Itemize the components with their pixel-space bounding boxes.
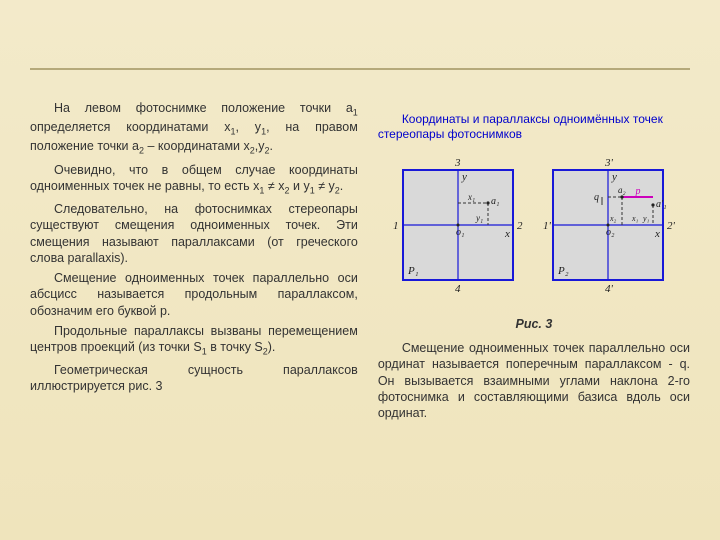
para-5: Продольные параллаксы вызваны перемещени… [30,323,358,358]
svg-text:y₁: y₁ [642,214,650,223]
svg-text:x: x [654,228,660,240]
t: и y [290,179,310,193]
svg-text:x₁: x₁ [631,214,639,223]
svg-text:3: 3 [454,157,461,169]
svg-text:4: 4 [455,283,461,295]
divider [30,68,690,70]
figure-subtitle: Координаты и параллаксы одноимённых точе… [378,112,690,142]
para-1: На левом фотоснимке положение точки a1 о… [30,100,358,158]
para-2: Очевидно, что в общем случае координаты … [30,162,358,197]
para-4: Смещение одноименных точек параллельно о… [30,270,358,319]
t: . [340,179,343,193]
svg-text:o₁: o₁ [456,227,464,238]
right-para-1: Смещение одноименных точек параллельно о… [378,340,690,421]
svg-text:1': 1' [543,220,552,232]
svg-text:x₂: x₂ [609,214,617,223]
t: Продольные параллаксы вызваны перемещени… [30,324,358,354]
left-column: На левом фотоснимке положение точки a1 о… [30,100,358,520]
svg-text:x₁: x₁ [467,192,475,202]
svg-text:y: y [461,171,467,183]
svg-text:P₂: P₂ [557,265,569,277]
content-area: На левом фотоснимке положение точки a 1 о… [30,100,690,520]
svg-text:a₁: a₁ [491,196,499,207]
svg-text:y: y [611,171,617,183]
para-6: Геометрическая сущность параллаксов иллю… [30,362,358,395]
svg-text:o₂: o₂ [606,227,615,238]
svg-text:2: 2 [517,220,523,232]
svg-text:x: x [504,228,510,240]
t: в точку S [207,340,263,354]
svg-text:4': 4' [605,283,614,295]
t: – координатами x [144,139,250,153]
svg-text:q: q [594,192,599,203]
svg-text:1: 1 [393,220,399,232]
para-3: Следовательно, на фотоснимках стереопары… [30,201,358,266]
right-column: Координаты и параллаксы одноимённых точе… [378,100,690,520]
svg-text:3': 3' [604,157,614,169]
svg-text:a'₁: a'₁ [656,199,667,210]
t: определяется координатами x [30,120,230,134]
t: На левом фотоснимке положение точки a [54,101,353,115]
svg-text:y₁: y₁ [475,213,483,223]
svg-text:P₁: P₁ [407,265,419,277]
figure-svg: o₁P₁1234xya₁x₁y₁o₂P₂1'2'3'4'xya₂a'₁x₂x₁y… [378,150,688,310]
figure-caption: Рис. 3 [378,316,690,332]
t: , y [235,120,261,134]
t: . [270,139,273,153]
t: ≠ x [264,179,284,193]
t: ). [268,340,276,354]
svg-text:p: p [634,186,640,197]
t: ≠ y [315,179,335,193]
svg-text:a₂: a₂ [618,185,626,195]
figure-3: o₁P₁1234xya₁x₁y₁o₂P₂1'2'3'4'xya₂a'₁x₂x₁y… [378,150,690,330]
svg-text:2': 2' [667,220,676,232]
t: ,y [255,139,265,153]
